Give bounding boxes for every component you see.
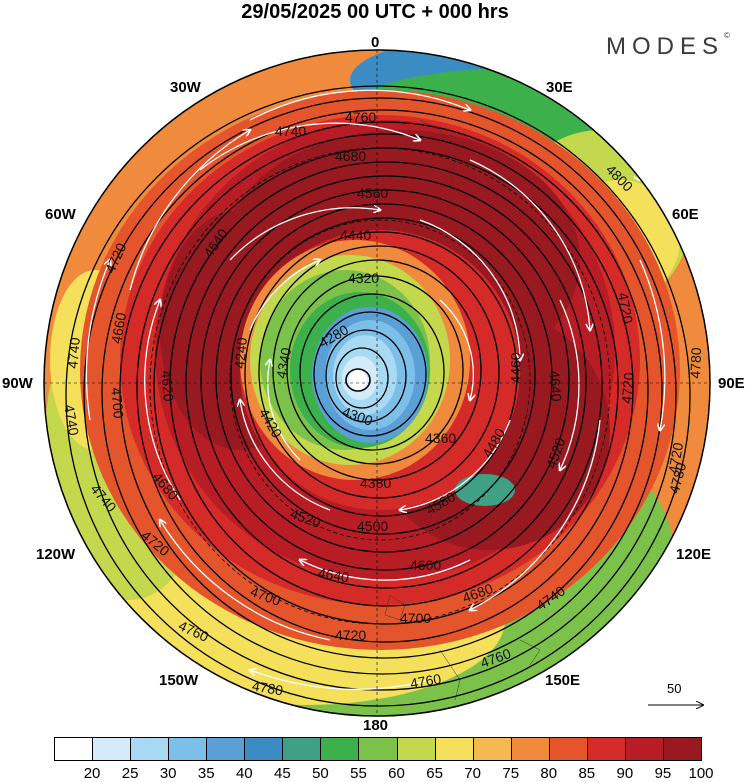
colorbar-tick-label: 40 (235, 765, 253, 782)
colorbar-tick-label: 90 (616, 765, 634, 782)
wind-speed-shading (44, 50, 710, 716)
colorbar-swatch (130, 737, 170, 761)
map-title: 29/05/2025 00 UTC + 000 hrs (241, 1, 509, 23)
colorbar-swatch (434, 737, 474, 761)
colorbar-tick-label: 100 (688, 765, 714, 782)
colorbar-swatch (282, 737, 322, 761)
colorbar-swatch (624, 737, 664, 761)
colorbar-tick-label: 55 (350, 765, 367, 782)
colorbar-swatch (586, 737, 626, 761)
colorbar (54, 737, 702, 763)
colorbar-swatch (54, 737, 94, 761)
colorbar-tick-label: 75 (502, 765, 520, 782)
brand-name: MODES (606, 33, 725, 60)
colorbar-swatch (168, 737, 208, 761)
colorbar-swatch (662, 737, 702, 761)
colorbar-swatch (92, 737, 132, 761)
coastlines (384, 119, 541, 701)
lon-label-30w: 30W (170, 79, 201, 96)
colorbar-tick-label: 20 (83, 765, 101, 782)
thickness-dashed-contours (149, 147, 611, 625)
colorbar-tick-label: 70 (464, 765, 481, 782)
colorbar-tick-label: 60 (388, 765, 405, 782)
lon-label-30e: 30E (546, 79, 573, 96)
lon-label-180: 180 (363, 717, 389, 734)
height-contours (65, 85, 691, 707)
graticule (44, 50, 710, 716)
wind-reference-label: 50 (667, 681, 682, 696)
lon-label-60w: 60W (45, 206, 76, 223)
colorbar-swatch (244, 737, 284, 761)
colorbar-tick-label: 80 (540, 765, 558, 782)
colorbar-swatch (320, 737, 360, 761)
lon-label-0: 0 (371, 34, 380, 51)
lon-label-120e: 120E (676, 546, 712, 563)
colorbar-tick-label: 50 (312, 765, 329, 782)
colorbar-swatch (472, 737, 512, 761)
colorbar-tick-label: 25 (121, 765, 139, 782)
map-boundary (43, 49, 711, 717)
lon-label-150w: 150W (159, 672, 199, 689)
lon-label-150e: 150E (545, 672, 581, 689)
colorbar-swatch (396, 737, 436, 761)
modes-logo: MODES© (606, 31, 730, 61)
colorbar-tick-label: 30 (159, 765, 177, 782)
colorbar-swatch (548, 737, 588, 761)
lon-label-90w: 90W (2, 375, 33, 392)
lon-label-60e: 60E (672, 206, 699, 223)
colorbar-swatch (358, 737, 398, 761)
colorbar-tick-label: 65 (426, 765, 443, 782)
colorbar-tick-label: 95 (654, 765, 672, 782)
wind-streamlines (85, 69, 666, 690)
colorbar-swatch (510, 737, 550, 761)
copyright-mark: © (724, 31, 730, 40)
lon-label-90e: 90E (718, 375, 745, 392)
colorbar-tick-label: 45 (274, 765, 291, 782)
colorbar-swatch (206, 737, 246, 761)
colorbar-tick-label: 35 (197, 765, 215, 782)
colorbar-tick-label: 85 (578, 765, 596, 782)
lon-label-120w: 120W (36, 546, 76, 563)
